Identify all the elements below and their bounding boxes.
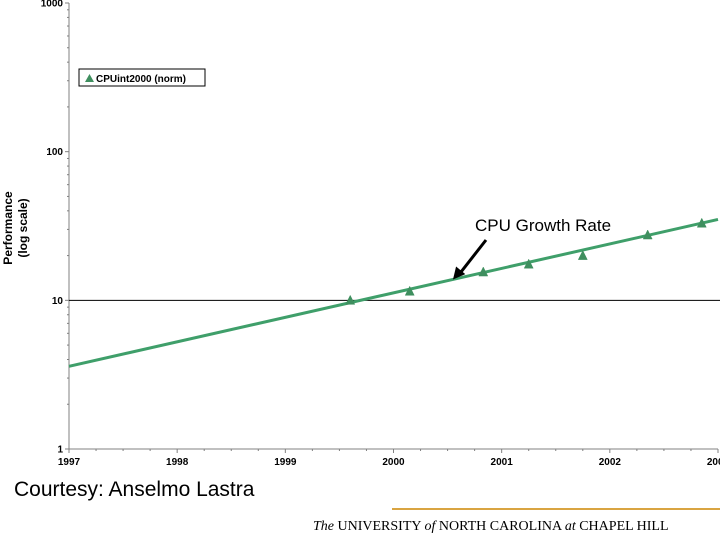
footer-north-carolina: NORTH CAROLINA [435, 519, 565, 534]
x-tick-label: 2001 [491, 457, 514, 468]
credit-text: Courtesy: Anselmo Lastra [14, 478, 255, 501]
trendline [68, 217, 719, 368]
x-tick-label: 1997 [58, 457, 81, 468]
x-tick-label: 2002 [599, 457, 622, 468]
x-tick-label: 2000 [382, 457, 405, 468]
data-point-triangle [577, 250, 588, 260]
data-point-triangle [404, 285, 415, 296]
footer-university-word: UNIVERSITY [334, 519, 425, 534]
y-tick-label: 10 [52, 296, 64, 307]
y-tick-label: 1 [57, 445, 63, 456]
footer-rule [392, 508, 720, 510]
legend: CPUint2000 (norm) [78, 68, 206, 87]
annotation-arrow-head [452, 266, 466, 280]
x-tick-label: 1998 [166, 457, 189, 468]
footer-of: of [424, 519, 436, 534]
y-axis-title-line-1: Performance [1, 191, 15, 265]
footer-university: The UNIVERSITY of NORTH CAROLINA at CHAP… [313, 519, 669, 535]
y-axis-title-line-2: (log scale) [16, 198, 30, 257]
x-tick-label: 2003 [707, 457, 720, 468]
footer-the: The [313, 519, 334, 534]
y-tick-label: 1000 [41, 0, 64, 10]
legend-label: CPUint2000 (norm) [96, 74, 186, 85]
data-point-triangle [696, 217, 707, 228]
footer-at: at [564, 519, 576, 534]
annotation-text: CPU Growth Rate [475, 216, 611, 235]
data-point-triangle [478, 266, 489, 277]
data-point-triangle [523, 258, 534, 269]
legend-triangle-marker [85, 74, 94, 82]
annotation-arrow-shaft [457, 239, 488, 276]
footer-chapel-hill: CHAPEL HILL [575, 519, 669, 534]
annotation-arrow [452, 239, 488, 280]
y-tick-label: 100 [46, 147, 63, 158]
data-point-triangle [345, 294, 356, 305]
x-tick-label: 1999 [274, 457, 297, 468]
data-point-triangle [642, 229, 653, 240]
